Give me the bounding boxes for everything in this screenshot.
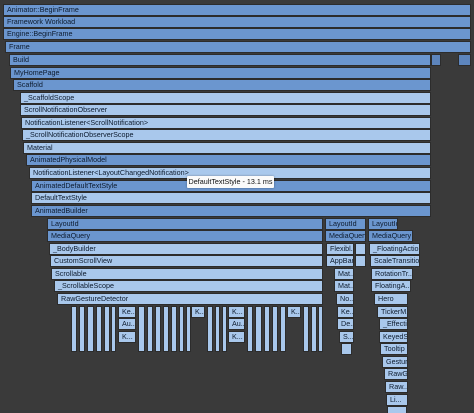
flame-frame[interactable]: S...: [339, 331, 354, 343]
flame-frame[interactable]: Scrollable: [51, 268, 323, 280]
flame-frame[interactable]: AnimatedBuilder: [31, 205, 431, 217]
flame-frame[interactable]: Mat...: [334, 268, 354, 280]
flame-frame[interactable]: [272, 306, 278, 352]
flame-frame[interactable]: DefaultTextStyle: [31, 192, 431, 204]
flame-frame[interactable]: _ScaffoldScope: [20, 92, 431, 104]
flame-frame[interactable]: Ke...: [337, 306, 354, 318]
flame-frame[interactable]: [186, 306, 191, 352]
flame-frame[interactable]: Build: [9, 54, 431, 66]
flame-frame[interactable]: [207, 306, 213, 352]
flame-frame[interactable]: CustomScrollView: [50, 255, 323, 267]
flame-frame[interactable]: No...: [336, 293, 354, 305]
flame-frame[interactable]: MediaQuery: [368, 230, 413, 242]
flame-frame[interactable]: _ScrollNotificationObserverScope: [22, 129, 431, 141]
flame-frame[interactable]: Animator::BeginFrame: [3, 4, 471, 16]
flame-frame[interactable]: [255, 306, 262, 352]
flame-frame[interactable]: RawGe...: [384, 368, 408, 380]
flame-frame[interactable]: MediaQuery: [325, 230, 366, 242]
flame-frame[interactable]: Ke...: [118, 306, 136, 318]
flame-frame[interactable]: LayoutId:: [368, 218, 398, 230]
flame-frame[interactable]: Mat...: [334, 280, 354, 292]
flame-frame[interactable]: [147, 306, 153, 352]
flame-frame[interactable]: [318, 306, 323, 352]
flame-frame[interactable]: [355, 243, 366, 255]
flame-frame[interactable]: K...: [118, 331, 136, 343]
flame-frame[interactable]: _BodyBuilder: [49, 243, 323, 255]
flame-frame[interactable]: Framework Workload: [3, 16, 471, 28]
flame-frame[interactable]: Scaffold: [13, 79, 431, 91]
flame-frame[interactable]: K...: [191, 306, 205, 318]
flame-frame[interactable]: [138, 306, 145, 352]
flame-frame[interactable]: NotificationListener<ScrollNotification>: [21, 117, 431, 129]
flame-frame[interactable]: Frame: [5, 41, 471, 53]
flame-frame[interactable]: Flexibl...: [326, 243, 354, 255]
flame-frame[interactable]: K...: [228, 306, 245, 318]
flame-frame[interactable]: RawGestureDetector: [57, 293, 323, 305]
flame-frame[interactable]: [96, 306, 102, 352]
flame-frame[interactable]: KeyedS...: [379, 331, 408, 343]
flame-frame[interactable]: K...: [228, 331, 245, 343]
flame-frame[interactable]: [87, 306, 94, 352]
flame-frame[interactable]: [222, 306, 227, 352]
flame-frame[interactable]: Engine::BeginFrame: [3, 28, 471, 40]
flame-frame[interactable]: MediaQuery: [47, 230, 323, 242]
flame-frame[interactable]: Hero: [374, 293, 408, 305]
flame-frame[interactable]: [247, 306, 253, 352]
flame-frame[interactable]: [280, 306, 286, 352]
flame-frame[interactable]: [215, 306, 220, 352]
flame-frame[interactable]: De...: [337, 318, 354, 330]
flame-frame[interactable]: TickerM...: [377, 306, 408, 318]
flame-frame[interactable]: [171, 306, 177, 352]
flame-frame[interactable]: [431, 54, 441, 66]
flame-frame[interactable]: _ScrollableScope: [54, 280, 323, 292]
flame-frame[interactable]: [458, 54, 471, 66]
flame-frame[interactable]: RotationTr...: [371, 268, 413, 280]
flame-frame[interactable]: _FloatingActio...: [369, 243, 420, 255]
flame-frame[interactable]: [79, 306, 85, 352]
flame-frame[interactable]: Tooltip: [380, 343, 408, 355]
flame-frame[interactable]: [104, 306, 110, 352]
flame-frame[interactable]: Material: [23, 142, 431, 154]
flame-frame[interactable]: Au...: [118, 318, 136, 330]
flame-frame[interactable]: _Effecti...: [379, 318, 408, 330]
flame-frame[interactable]: [163, 306, 169, 352]
flame-frame[interactable]: LayoutId: [47, 218, 323, 230]
flame-frame[interactable]: [355, 255, 366, 267]
flame-frame[interactable]: [111, 306, 116, 352]
flame-frame[interactable]: AppBar: [326, 255, 354, 267]
flame-frame[interactable]: ScrollNotificationObserver: [20, 104, 431, 116]
flame-frame[interactable]: K...: [287, 306, 301, 318]
flame-frame[interactable]: Au...: [228, 318, 245, 330]
flame-frame[interactable]: [264, 306, 270, 352]
flame-frame[interactable]: ScaleTransition: [370, 255, 420, 267]
flame-frame[interactable]: [155, 306, 161, 352]
flame-frame[interactable]: AnimatedPhysicalModel: [26, 154, 431, 166]
flame-frame[interactable]: [303, 306, 309, 352]
flame-frame[interactable]: [179, 306, 184, 352]
frame-tooltip: DefaultTextStyle - 13.1 ms: [187, 176, 274, 188]
flame-frame[interactable]: FloatingA...: [371, 280, 411, 292]
flame-frame[interactable]: Raw...: [385, 381, 408, 393]
flame-frame[interactable]: [387, 406, 407, 413]
flame-frame[interactable]: LayoutId: [325, 218, 366, 230]
flame-frame[interactable]: [311, 306, 317, 352]
flame-frame[interactable]: [341, 343, 352, 355]
flame-frame[interactable]: [71, 306, 77, 352]
flame-frame[interactable]: Gestur...: [382, 356, 408, 368]
flame-frame[interactable]: Li...: [386, 394, 408, 406]
flame-frame[interactable]: MyHomePage: [10, 67, 431, 79]
